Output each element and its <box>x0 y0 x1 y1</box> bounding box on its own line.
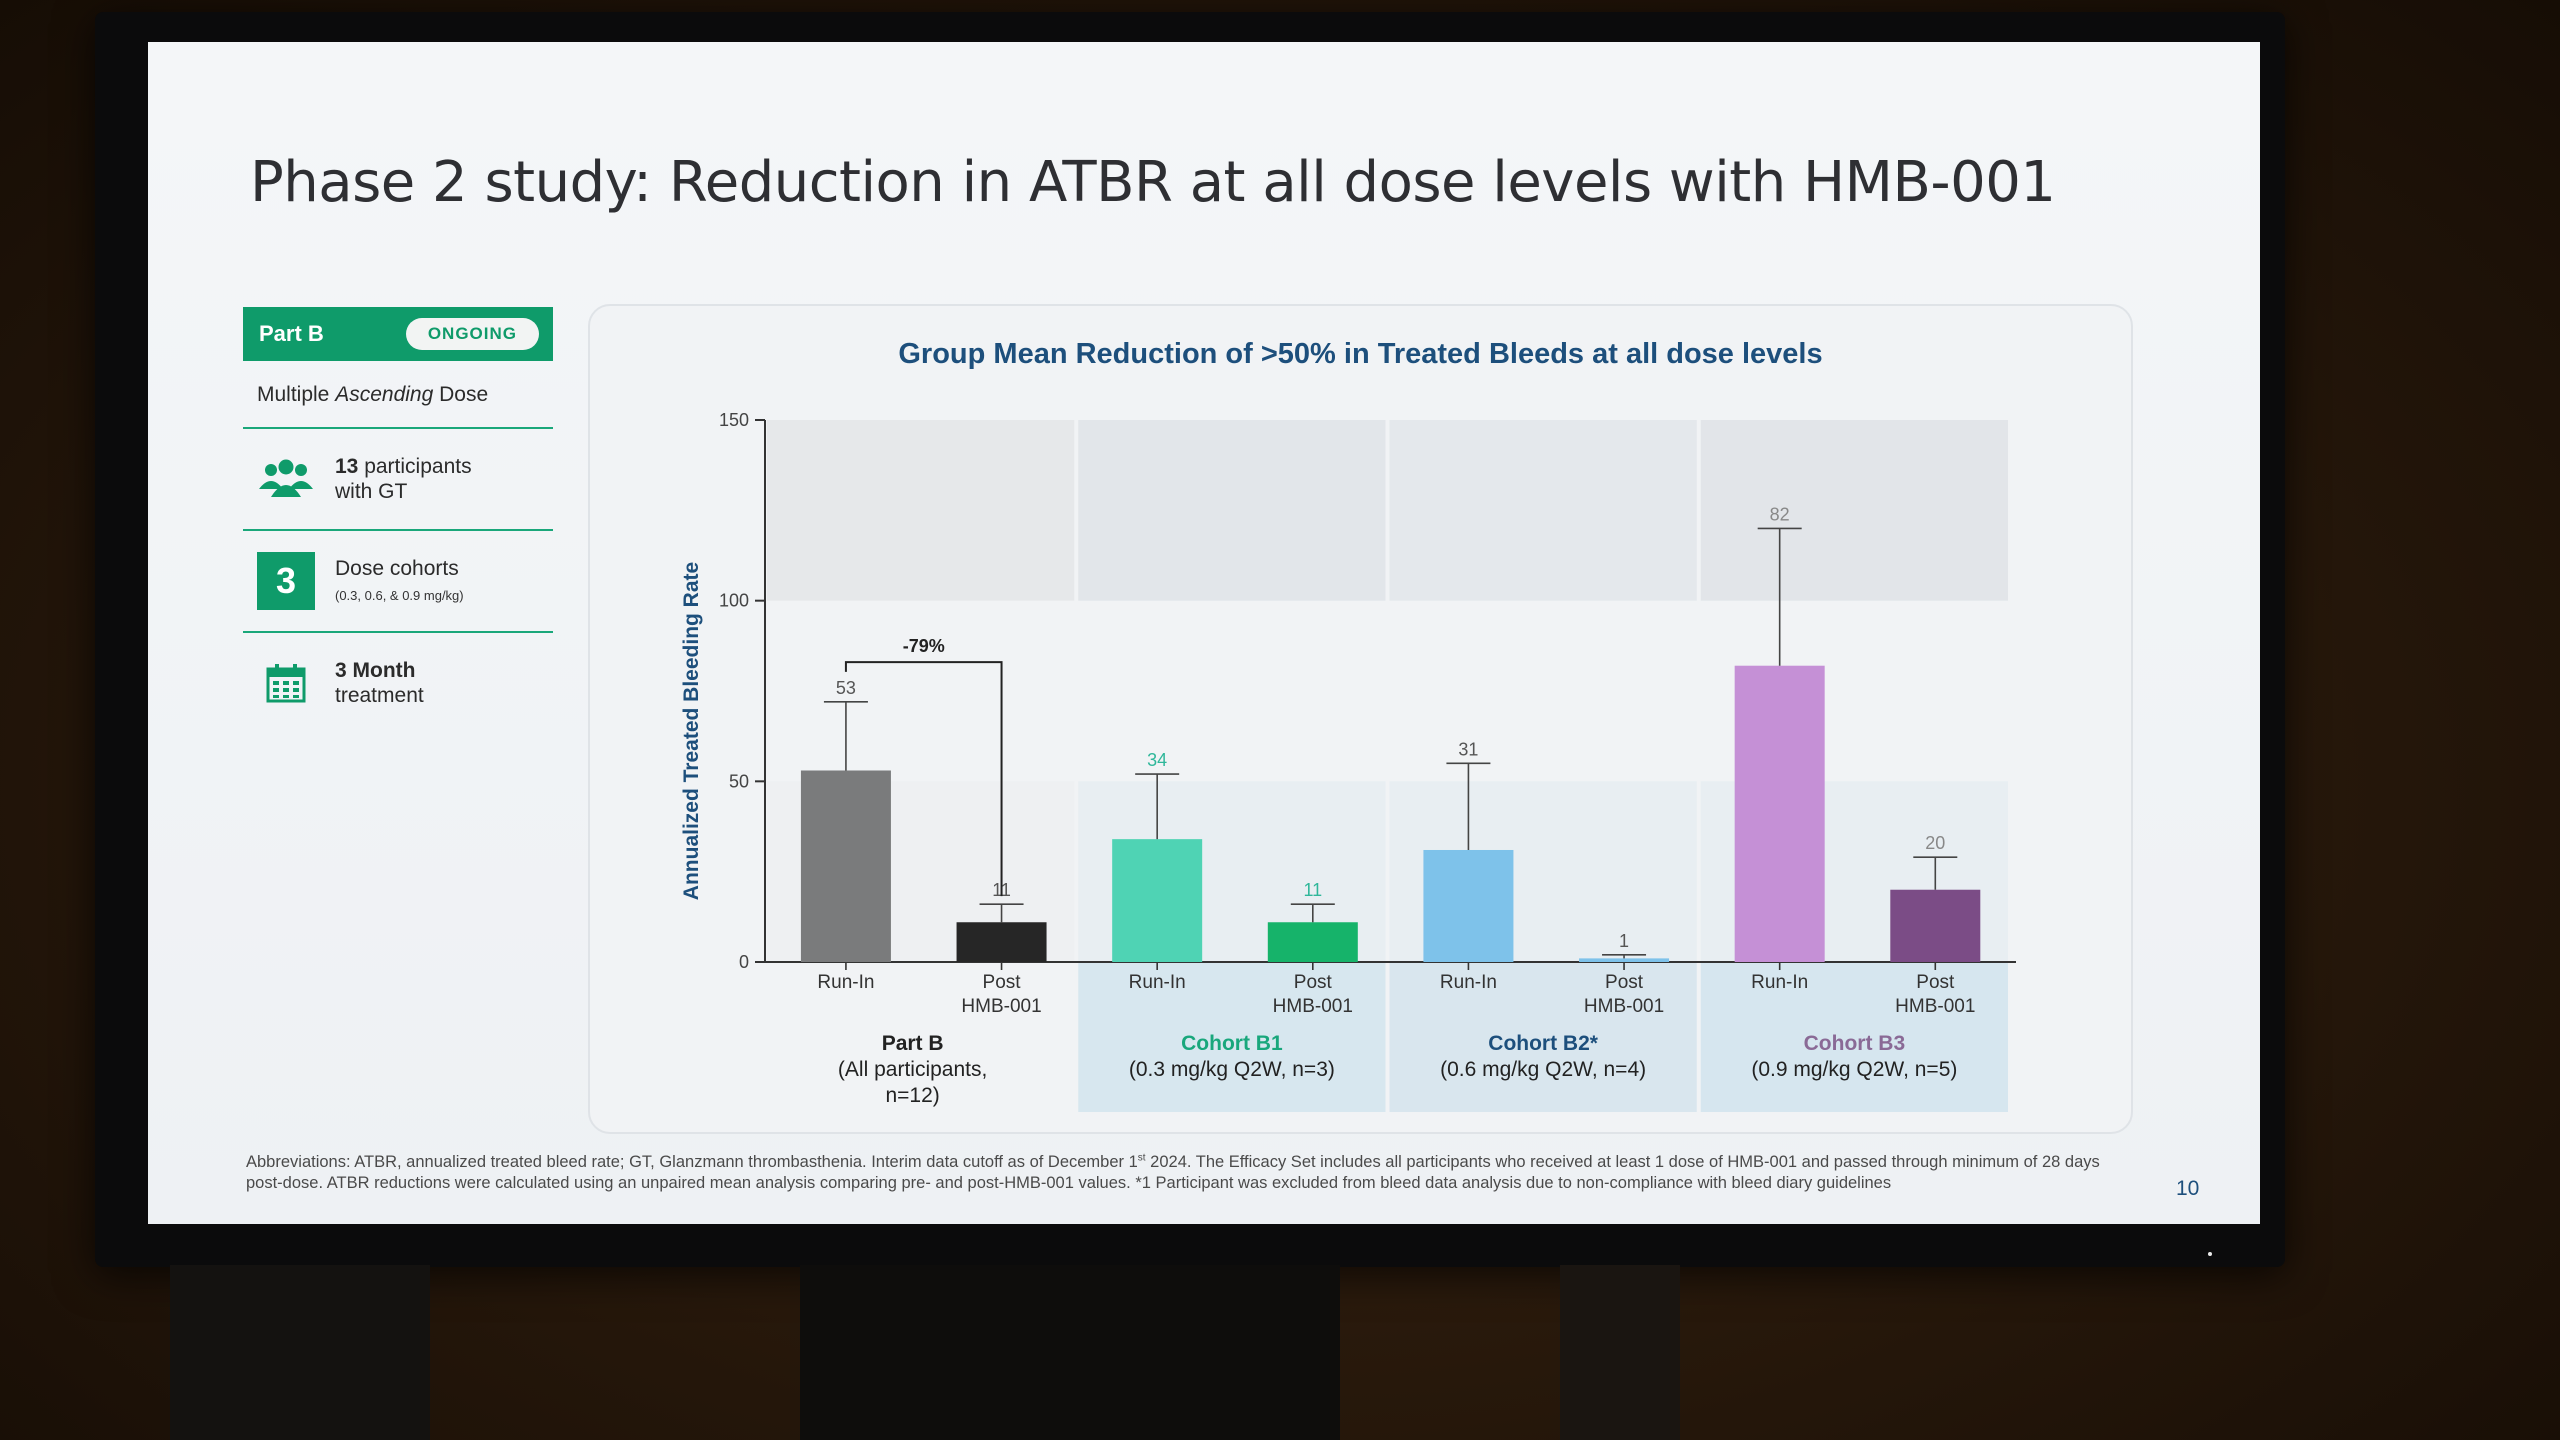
y-tick-label: 50 <box>729 771 749 791</box>
chart-panel: Group Mean Reduction of >50% in Treated … <box>588 304 2133 1134</box>
dose-suffix: Dose <box>433 383 489 406</box>
footnote-part-b: 2024. The Efficacy Set includes all part… <box>246 1153 2100 1192</box>
group-band-upper <box>1700 420 2008 601</box>
page-number: 10 <box>2176 1177 2200 1200</box>
group-label-band <box>1389 962 1697 1112</box>
part-label: Part B <box>259 321 324 346</box>
participants-row: 13 participants with GT <box>243 429 553 531</box>
data-label: 34 <box>1147 750 1167 770</box>
x-tick-label: Post <box>1605 972 1644 993</box>
x-tick-label: Run-In <box>1129 972 1186 993</box>
y-tick-label: 150 <box>719 410 749 430</box>
reduction-label: -79% <box>903 636 945 656</box>
x-tick-label: Post <box>1294 972 1333 993</box>
cohorts-row: 3 Dose cohorts (0.3, 0.6, & 0.9 mg/kg) <box>243 531 553 633</box>
dose-italic: Ascending <box>335 383 434 406</box>
dose-design-label: Multiple Ascending Dose <box>243 361 553 429</box>
group-sub: (0.3 mg/kg Q2W, n=3) <box>1129 1058 1335 1081</box>
bar <box>800 770 891 962</box>
group-name: Cohort B1 <box>1181 1032 1283 1055</box>
y-tick-label: 100 <box>719 591 749 611</box>
group-sub: (All participants, <box>838 1058 987 1081</box>
data-label: 53 <box>836 678 856 698</box>
treatment-text: 3 Month treatment <box>335 658 424 708</box>
bar <box>1267 922 1358 962</box>
participants-count: 13 <box>335 454 359 478</box>
cohorts-text: Dose cohorts (0.3, 0.6, & 0.9 mg/kg) <box>335 556 464 606</box>
x-tick-label: HMB-001 <box>1584 996 1664 1017</box>
status-badge: ONGOING <box>405 318 539 350</box>
data-label: 1 <box>1619 931 1629 951</box>
bar-chart: 0 50 100 150 Annualized Treated Bleeding Rat… <box>680 410 2016 1112</box>
group-name: Part B <box>882 1032 944 1055</box>
tv-stand <box>170 1265 430 1440</box>
x-tick-label: Post <box>1916 972 1955 993</box>
x-tick-label: Run-In <box>1440 972 1497 993</box>
x-tick-label: HMB-001 <box>1273 996 1353 1017</box>
bar <box>1579 958 1670 962</box>
calendar-icon <box>255 653 317 713</box>
tv-stand-base <box>800 1265 1340 1440</box>
power-led <box>2208 1252 2212 1256</box>
participants-sublabel: with GT <box>335 480 408 503</box>
group-band-upper <box>1389 420 1697 601</box>
data-label: 82 <box>1770 504 1790 524</box>
dose-prefix: Multiple <box>257 383 336 406</box>
group-band-upper <box>1078 420 1386 601</box>
cohorts-label: Dose cohorts <box>335 556 459 580</box>
y-tick-label: 0 <box>739 952 749 972</box>
data-label: 31 <box>1458 739 1478 759</box>
data-label: 11 <box>1303 880 1322 900</box>
treatment-label: treatment <box>335 684 424 707</box>
bar <box>1890 889 1981 962</box>
group-name: Cohort B2* <box>1488 1032 1598 1055</box>
x-tick-label: HMB-001 <box>1895 996 1975 1017</box>
y-axis-label: Annualized Treated Bleeding Rate <box>680 562 703 900</box>
page-title: Phase 2 study: Reduction in ATBR at all … <box>250 150 2056 215</box>
bar <box>1734 665 1825 962</box>
x-tick-label: HMB-001 <box>961 996 1041 1017</box>
participants-label: participants <box>358 454 472 478</box>
group-sub: (0.6 mg/kg Q2W, n=4) <box>1440 1058 1646 1081</box>
people-icon <box>255 449 317 509</box>
cohorts-number: 3 <box>257 552 315 610</box>
chart-title: Group Mean Reduction of >50% in Treated … <box>898 338 1823 370</box>
cohorts-doses: (0.3, 0.6, & 0.9 mg/kg) <box>335 588 464 603</box>
x-tick-label: Run-In <box>817 972 874 993</box>
bar <box>1423 849 1514 962</box>
tv-cable-area <box>1560 1265 1680 1440</box>
participants-text: 13 participants with GT <box>335 454 472 504</box>
footnote-sup: st <box>1137 1152 1146 1164</box>
treatment-duration: 3 Month <box>335 658 416 682</box>
footnote: Abbreviations: ATBR, annualized treated … <box>246 1152 2126 1193</box>
study-summary-panel: Part B ONGOING Multiple Ascending Dose 1… <box>243 307 553 733</box>
data-label: 20 <box>1925 833 1945 853</box>
group-label-band <box>1700 962 2008 1112</box>
group-name: Cohort B3 <box>1804 1032 1906 1055</box>
reduction-bracket <box>844 661 1003 897</box>
group-sub-2: n=12) <box>885 1084 939 1107</box>
group-sub: (0.9 mg/kg Q2W, n=5) <box>1751 1058 1957 1081</box>
group-band-upper <box>767 420 1075 601</box>
x-tick-label: Run-In <box>1751 972 1808 993</box>
cohorts-number-box: 3 <box>255 551 317 611</box>
slide-screen: Phase 2 study: Reduction in ATBR at all … <box>148 42 2260 1224</box>
bar <box>956 922 1047 962</box>
footnote-part-a: Abbreviations: ATBR, annualized treated … <box>246 1153 1138 1171</box>
x-tick-label: Post <box>983 972 1022 993</box>
bar <box>1112 839 1203 962</box>
part-header: Part B ONGOING <box>243 307 553 361</box>
treatment-row: 3 Month treatment <box>243 633 553 733</box>
group-label-band <box>1078 962 1386 1112</box>
